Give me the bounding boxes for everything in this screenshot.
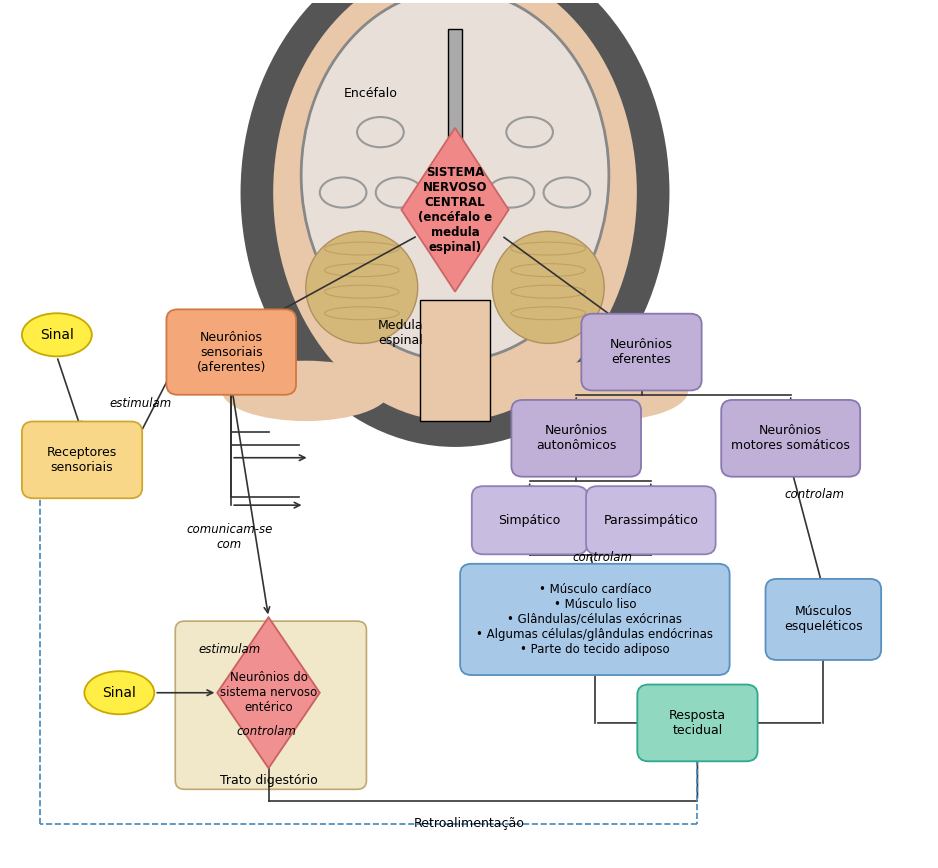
- FancyBboxPatch shape: [419, 300, 491, 421]
- Polygon shape: [401, 128, 508, 292]
- Text: Simpático: Simpático: [498, 514, 561, 527]
- Ellipse shape: [306, 232, 417, 344]
- FancyBboxPatch shape: [22, 422, 143, 498]
- FancyBboxPatch shape: [637, 685, 758, 761]
- Text: Medula
espinal: Medula espinal: [378, 319, 424, 347]
- Text: estimulam: estimulam: [198, 643, 261, 656]
- Ellipse shape: [521, 361, 688, 421]
- FancyBboxPatch shape: [472, 486, 587, 555]
- Text: Neurônios
autonômicos: Neurônios autonômicos: [536, 424, 616, 452]
- Ellipse shape: [22, 313, 92, 357]
- FancyBboxPatch shape: [765, 579, 881, 660]
- Polygon shape: [218, 617, 320, 768]
- Text: Encéfalo: Encéfalo: [344, 87, 398, 100]
- Text: Sinal: Sinal: [40, 328, 74, 342]
- Text: comunicam-se
com: comunicam-se com: [186, 523, 273, 551]
- Text: Neurônios
eferentes: Neurônios eferentes: [610, 338, 673, 366]
- Ellipse shape: [492, 232, 604, 344]
- Text: Músculos
esqueléticos: Músculos esqueléticos: [784, 605, 863, 634]
- Ellipse shape: [222, 361, 390, 421]
- FancyBboxPatch shape: [447, 29, 462, 227]
- Ellipse shape: [301, 0, 609, 361]
- Text: Resposta
tecidual: Resposta tecidual: [669, 709, 726, 737]
- Text: Neurônios
motores somáticos: Neurônios motores somáticos: [732, 424, 850, 452]
- FancyBboxPatch shape: [582, 313, 702, 391]
- Text: Sinal: Sinal: [102, 686, 136, 700]
- Text: controlam: controlam: [236, 725, 296, 738]
- FancyBboxPatch shape: [721, 400, 860, 477]
- FancyBboxPatch shape: [175, 621, 367, 789]
- FancyBboxPatch shape: [461, 564, 730, 675]
- Text: • Músculo cardíaco
• Músculo liso
• Glândulas/células exócrinas
• Algumas célula: • Músculo cardíaco • Músculo liso • Glân…: [477, 583, 714, 656]
- FancyBboxPatch shape: [511, 400, 641, 477]
- Text: estimulam: estimulam: [110, 398, 172, 411]
- Text: Neurônios
sensoriais
(aferentes): Neurônios sensoriais (aferentes): [197, 331, 265, 373]
- Text: Neurônios do
sistema nervoso
entérico: Neurônios do sistema nervoso entérico: [219, 671, 317, 714]
- Ellipse shape: [273, 0, 637, 421]
- FancyBboxPatch shape: [586, 486, 716, 555]
- Text: Retroalimentação: Retroalimentação: [414, 818, 524, 831]
- Text: SISTEMA
NERVOSO
CENTRAL
(encéfalo e
medula
espinal): SISTEMA NERVOSO CENTRAL (encéfalo e medu…: [418, 166, 492, 253]
- Ellipse shape: [240, 0, 670, 447]
- Text: controlam: controlam: [784, 488, 844, 501]
- FancyBboxPatch shape: [166, 309, 296, 395]
- Ellipse shape: [84, 671, 154, 714]
- Text: Parassimpático: Parassimpático: [603, 514, 698, 527]
- Text: Receptores
sensoriais: Receptores sensoriais: [47, 446, 117, 474]
- Text: controlam: controlam: [572, 551, 632, 564]
- Text: Trato digestório: Trato digestório: [219, 774, 317, 787]
